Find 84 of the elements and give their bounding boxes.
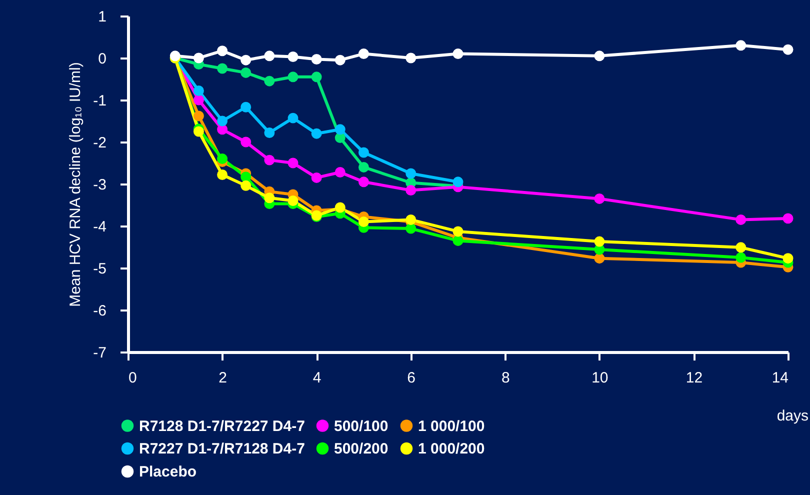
point <box>264 76 275 86</box>
point <box>358 147 369 158</box>
point <box>594 193 605 204</box>
point <box>193 94 204 106</box>
y-tick-label: -7 <box>93 344 106 362</box>
x-axis-title: days <box>776 408 808 424</box>
point <box>334 54 346 66</box>
y-axis-title: Mean HCV RNA decline (log₁₀ IU/ml) <box>67 62 84 307</box>
point <box>594 253 605 264</box>
point <box>406 52 416 64</box>
point <box>240 102 252 112</box>
point <box>406 214 416 225</box>
point <box>782 213 794 224</box>
x-tick-label: 6 <box>407 370 416 386</box>
point <box>406 223 416 234</box>
legend-label: R7227 D1-7/R7128 D4-7 <box>139 440 305 458</box>
point <box>288 112 298 124</box>
x-tick-label: 10 <box>592 370 608 386</box>
point <box>782 253 794 264</box>
point <box>452 48 464 60</box>
x-tick-label: 12 <box>686 370 703 386</box>
point <box>358 216 369 228</box>
point <box>240 180 252 191</box>
y-tick-label: -6 <box>93 302 106 320</box>
x-tick-label: 2 <box>218 370 227 386</box>
point <box>264 128 275 138</box>
point <box>264 154 275 166</box>
y-tick-label: 1 <box>98 8 106 26</box>
y-tick-label: -2 <box>93 134 106 152</box>
point <box>334 124 346 135</box>
point <box>288 52 298 62</box>
point <box>217 154 228 164</box>
point <box>358 48 369 60</box>
point <box>217 116 228 126</box>
point <box>264 192 275 204</box>
point <box>358 176 369 188</box>
y-tick-label: -1 <box>93 92 106 110</box>
point <box>406 185 416 196</box>
legend-label: Placebo <box>139 464 197 480</box>
point <box>311 54 322 64</box>
legend-label: 1 000/100 <box>418 418 485 435</box>
legend-label: 500/100 <box>334 418 388 435</box>
point <box>406 168 416 179</box>
point <box>782 44 794 55</box>
point <box>358 162 369 172</box>
point <box>594 236 605 247</box>
point <box>452 235 464 246</box>
point <box>217 63 228 74</box>
legend-label: 500/200 <box>334 440 388 458</box>
point <box>736 214 746 225</box>
point <box>736 40 746 51</box>
point <box>736 252 746 263</box>
y-tick-label: -4 <box>93 218 106 236</box>
legend-label: R7128 D1-7/R7227 D4-7 <box>139 418 305 435</box>
point <box>311 172 322 183</box>
point <box>193 126 204 137</box>
point <box>334 167 346 178</box>
point <box>288 72 298 82</box>
point <box>311 128 322 139</box>
point <box>240 54 252 66</box>
point <box>311 72 322 82</box>
point <box>193 52 204 64</box>
point <box>736 242 746 253</box>
point <box>452 176 464 188</box>
legend-label: 1 000/200 <box>418 440 485 458</box>
point <box>217 170 228 180</box>
x-tick-label: 14 <box>772 370 788 386</box>
x-tick-label: 4 <box>312 370 322 386</box>
point <box>193 86 204 96</box>
y-tick-label: -5 <box>93 260 106 278</box>
point <box>193 110 204 122</box>
x-tick-label: 0 <box>128 370 137 386</box>
point <box>288 158 298 168</box>
y-tick-label: -3 <box>93 176 106 194</box>
x-tick-label: 8 <box>501 370 510 386</box>
point <box>217 46 228 56</box>
point <box>240 136 252 148</box>
point <box>240 172 252 182</box>
point <box>240 67 252 78</box>
point <box>288 196 298 206</box>
point <box>594 50 605 62</box>
point <box>452 226 464 237</box>
y-tick-label: 0 <box>98 50 106 68</box>
point <box>264 50 275 62</box>
